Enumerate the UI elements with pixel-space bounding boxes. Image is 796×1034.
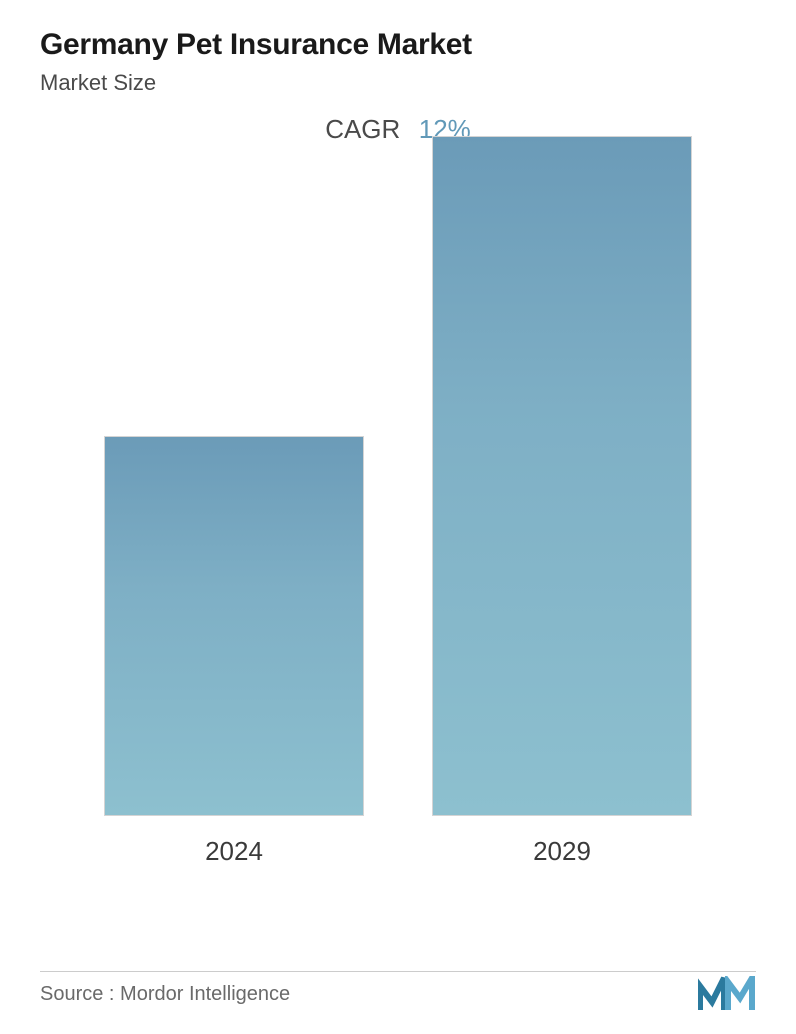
- bar-2029: [432, 136, 692, 816]
- chart-container: Germany Pet Insurance Market Market Size…: [0, 0, 796, 1034]
- source-text: Source : Mordor Intelligence: [40, 983, 290, 1006]
- bar-group-2: 2029: [432, 136, 692, 867]
- footer-divider: [40, 971, 756, 972]
- bar-chart: 2024 2029: [40, 187, 756, 867]
- bar-group-1: 2024: [104, 436, 364, 867]
- bar-label-2029: 2029: [533, 836, 591, 867]
- bar-2024: [104, 436, 364, 816]
- footer: Source : Mordor Intelligence: [40, 976, 756, 1012]
- cagr-label: CAGR: [325, 114, 400, 144]
- bar-label-2024: 2024: [205, 836, 263, 867]
- page-subtitle: Market Size: [40, 70, 756, 96]
- page-title: Germany Pet Insurance Market: [40, 28, 756, 62]
- mordor-logo-icon: [698, 976, 756, 1012]
